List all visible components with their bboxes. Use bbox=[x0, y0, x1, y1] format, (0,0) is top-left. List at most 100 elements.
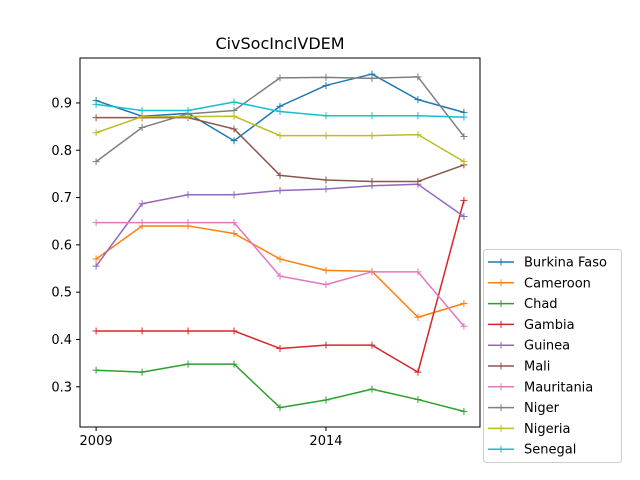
data-point-nigeria bbox=[138, 113, 146, 121]
x-tick-label: 2014 bbox=[309, 434, 342, 449]
data-point-mauritania bbox=[414, 268, 422, 276]
data-point-senegal bbox=[276, 107, 284, 115]
data-point-niger bbox=[92, 158, 100, 166]
legend-marker-senegal bbox=[497, 445, 505, 453]
legend-item-senegal: Senegal bbox=[488, 443, 576, 458]
data-point-gambia bbox=[460, 196, 468, 204]
series-line-niger bbox=[95, 76, 465, 163]
legend-marker-nigeria bbox=[497, 424, 505, 432]
y-tick-label: 0.9 bbox=[51, 96, 72, 111]
data-point-niger bbox=[322, 73, 330, 81]
data-point-gambia bbox=[276, 344, 284, 352]
data-point-mauritania bbox=[322, 281, 330, 289]
data-point-nigeria bbox=[460, 158, 468, 166]
legend-label-cameroon: Cameroon bbox=[524, 276, 591, 291]
legend-marker-guinea bbox=[497, 341, 505, 349]
data-point-nigeria bbox=[414, 131, 422, 139]
data-point-senegal bbox=[92, 100, 100, 108]
data-point-guinea bbox=[92, 262, 100, 270]
legend-marker-mauritania bbox=[497, 383, 505, 391]
data-point-niger bbox=[276, 74, 284, 82]
data-point-mauritania bbox=[230, 219, 238, 227]
data-point-nigeria bbox=[92, 129, 100, 137]
legend-item-chad: Chad bbox=[488, 297, 558, 312]
data-point-chad bbox=[368, 385, 376, 393]
data-point-guinea bbox=[322, 185, 330, 193]
data-point-chad bbox=[184, 360, 192, 368]
axis-layer: 2009 2014 0.3 0.4 0.5 0.6 0.7 0.8 0.9 bbox=[51, 96, 342, 449]
data-point-cameroon bbox=[460, 300, 468, 308]
data-point-mali bbox=[276, 171, 284, 179]
legend-label-mali: Mali bbox=[524, 360, 550, 375]
data-point-senegal bbox=[184, 107, 192, 115]
data-point-guinea bbox=[276, 186, 284, 194]
legend-label-guinea: Guinea bbox=[524, 339, 570, 354]
legend-marker-gambia bbox=[497, 320, 505, 328]
data-point-mali bbox=[322, 176, 330, 184]
data-point-senegal bbox=[460, 113, 468, 121]
legend-box bbox=[483, 249, 622, 463]
legend-label-gambia: Gambia bbox=[524, 318, 575, 333]
data-point-guinea bbox=[138, 200, 146, 208]
data-point-guinea bbox=[460, 212, 468, 220]
data-point-mauritania bbox=[184, 219, 192, 227]
data-point-senegal bbox=[322, 112, 330, 120]
legend-marker-mali bbox=[497, 362, 505, 370]
legend-label-burkina-faso: Burkina Faso bbox=[524, 256, 607, 271]
data-point-mali bbox=[414, 177, 422, 185]
data-point-mauritania bbox=[368, 268, 376, 276]
data-point-gambia bbox=[368, 341, 376, 349]
legend-marker-chad bbox=[497, 300, 505, 308]
data-point-mali bbox=[230, 125, 238, 133]
legend-label-senegal: Senegal bbox=[524, 443, 576, 458]
data-point-senegal bbox=[368, 112, 376, 120]
data-point-cameroon bbox=[414, 313, 422, 321]
data-point-cameroon bbox=[230, 230, 238, 238]
legend-item-niger: Niger bbox=[488, 401, 560, 416]
y-tick-label: 0.4 bbox=[51, 333, 72, 348]
data-point-mauritania bbox=[276, 272, 284, 280]
data-point-senegal bbox=[414, 112, 422, 120]
data-point-chad bbox=[414, 396, 422, 404]
data-point-mauritania bbox=[92, 219, 100, 227]
data-point-mauritania bbox=[138, 219, 146, 227]
plot-area-frame bbox=[79, 57, 481, 428]
legend-item-burkina-faso: Burkina Faso bbox=[488, 256, 607, 271]
data-point-niger bbox=[368, 74, 376, 82]
x-tick-label: 2009 bbox=[80, 434, 113, 449]
data-point-niger bbox=[414, 73, 422, 81]
data-point-cameroon bbox=[276, 255, 284, 263]
data-point-senegal bbox=[230, 98, 238, 106]
legend: Burkina Faso Cameroon Chad Gambia Guinea Mali… bbox=[483, 249, 622, 463]
data-point-mali bbox=[368, 177, 376, 185]
data-point-chad bbox=[322, 396, 330, 404]
y-tick-label: 0.8 bbox=[51, 144, 72, 159]
data-point-senegal bbox=[138, 107, 146, 115]
legend-marker-niger bbox=[497, 404, 505, 412]
legend-item-guinea: Guinea bbox=[488, 339, 570, 354]
data-point-niger bbox=[460, 133, 468, 141]
legend-label-mauritania: Mauritania bbox=[524, 380, 593, 395]
data-point-guinea bbox=[230, 191, 238, 199]
data-point-burkina-faso bbox=[230, 137, 238, 145]
y-tick-label: 0.5 bbox=[51, 286, 72, 301]
data-point-nigeria bbox=[322, 132, 330, 140]
chart-title: CivSocInclVDEM bbox=[215, 34, 344, 53]
data-point-gambia bbox=[138, 327, 146, 335]
data-point-chad bbox=[138, 368, 146, 376]
legend-label-niger: Niger bbox=[524, 401, 560, 416]
legend-label-chad: Chad bbox=[524, 297, 558, 312]
data-point-niger bbox=[138, 124, 146, 132]
data-point-nigeria bbox=[276, 132, 284, 140]
legend-item-nigeria: Nigeria bbox=[488, 422, 571, 437]
data-point-burkina-faso bbox=[414, 96, 422, 104]
data-point-cameroon bbox=[92, 255, 100, 263]
y-tick-label: 0.3 bbox=[51, 380, 72, 395]
data-point-gambia bbox=[92, 327, 100, 335]
y-tick-label: 0.6 bbox=[51, 238, 72, 253]
y-tick-label: 0.7 bbox=[51, 191, 72, 206]
data-point-gambia bbox=[322, 341, 330, 349]
data-point-cameroon bbox=[322, 266, 330, 274]
legend-item-mali: Mali bbox=[488, 360, 550, 375]
